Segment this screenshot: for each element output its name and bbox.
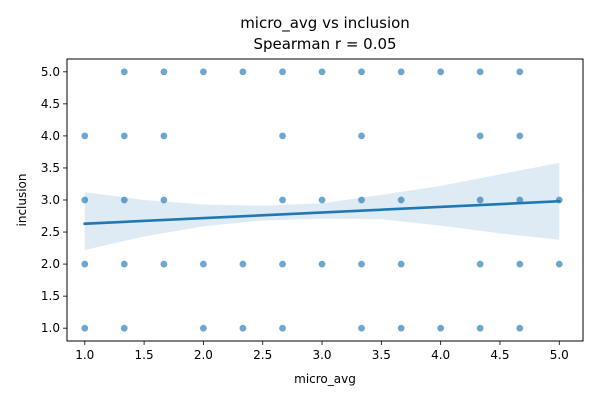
data-point <box>120 68 128 76</box>
data-point <box>476 324 484 332</box>
data-point <box>476 68 484 76</box>
x-tick-label: 2.5 <box>253 348 272 362</box>
y-tick-label: 3.5 <box>41 161 60 175</box>
y-tick-label: 4.0 <box>41 129 60 143</box>
data-point <box>318 260 326 268</box>
data-point <box>239 260 247 268</box>
data-point <box>120 196 128 204</box>
data-point <box>81 132 89 140</box>
data-point <box>397 196 405 204</box>
y-tick-label: 1.5 <box>41 289 60 303</box>
x-tick-label: 5.0 <box>550 348 569 362</box>
data-point <box>120 132 128 140</box>
data-point <box>81 196 89 204</box>
x-tick-label: 4.0 <box>431 348 450 362</box>
y-axis-ticks: 1.0 1.5 2.0 2.5 3.0 3.5 4.0 4.5 5.0 <box>41 65 67 335</box>
chart-title: micro_avg vs inclusion <box>240 14 410 33</box>
data-point <box>160 132 168 140</box>
x-tick-label: 3.0 <box>312 348 331 362</box>
data-point <box>279 196 286 204</box>
x-tick-label: 2.0 <box>194 348 213 362</box>
data-point <box>318 68 326 76</box>
data-point <box>397 68 405 76</box>
y-tick-label: 3.0 <box>41 193 60 207</box>
data-point <box>476 196 484 204</box>
data-point <box>437 68 445 76</box>
data-point <box>397 324 405 332</box>
data-point <box>516 260 524 268</box>
data-point <box>160 196 168 204</box>
data-point <box>120 260 128 268</box>
y-tick-label: 5.0 <box>41 65 60 79</box>
x-tick-label: 4.5 <box>490 348 509 362</box>
data-point <box>81 260 89 268</box>
data-point <box>279 68 286 76</box>
data-point <box>358 132 365 140</box>
data-point <box>358 260 365 268</box>
data-point <box>81 324 89 332</box>
x-axis-ticks: 1.0 1.5 2.0 2.5 3.0 3.5 4.0 4.5 5.0 <box>75 341 569 362</box>
data-point <box>160 68 168 76</box>
data-point <box>358 324 365 332</box>
data-point <box>318 196 326 204</box>
x-axis-label: micro_avg <box>294 372 356 386</box>
x-tick-label: 1.5 <box>135 348 154 362</box>
y-tick-label: 2.0 <box>41 257 60 271</box>
data-point <box>358 196 365 204</box>
y-axis-label: inclusion <box>15 173 29 226</box>
data-point <box>358 68 365 76</box>
data-point <box>279 324 286 332</box>
data-point <box>199 324 207 332</box>
data-point <box>555 260 563 268</box>
data-point <box>279 132 286 140</box>
y-tick-label: 4.5 <box>41 97 60 111</box>
x-tick-label: 3.5 <box>372 348 391 362</box>
data-point <box>279 260 286 268</box>
x-tick-label: 1.0 <box>75 348 94 362</box>
regression-line <box>83 199 561 226</box>
data-point <box>516 68 524 76</box>
data-point <box>199 260 207 268</box>
data-point <box>437 324 445 332</box>
y-tick-label: 2.5 <box>41 225 60 239</box>
data-point <box>476 132 484 140</box>
y-tick-label: 1.0 <box>41 321 60 335</box>
data-point <box>516 132 524 140</box>
data-point <box>160 260 168 268</box>
chart-subtitle: Spearman r = 0.05 <box>253 35 396 53</box>
regression-line-layer <box>83 199 561 226</box>
data-point <box>120 324 128 332</box>
data-point <box>199 68 207 76</box>
data-point <box>397 260 405 268</box>
data-point <box>516 324 524 332</box>
data-point <box>239 68 247 76</box>
data-point <box>239 324 247 332</box>
data-point <box>476 260 484 268</box>
confidence-band-layer <box>84 162 560 250</box>
confidence-band <box>84 162 560 250</box>
